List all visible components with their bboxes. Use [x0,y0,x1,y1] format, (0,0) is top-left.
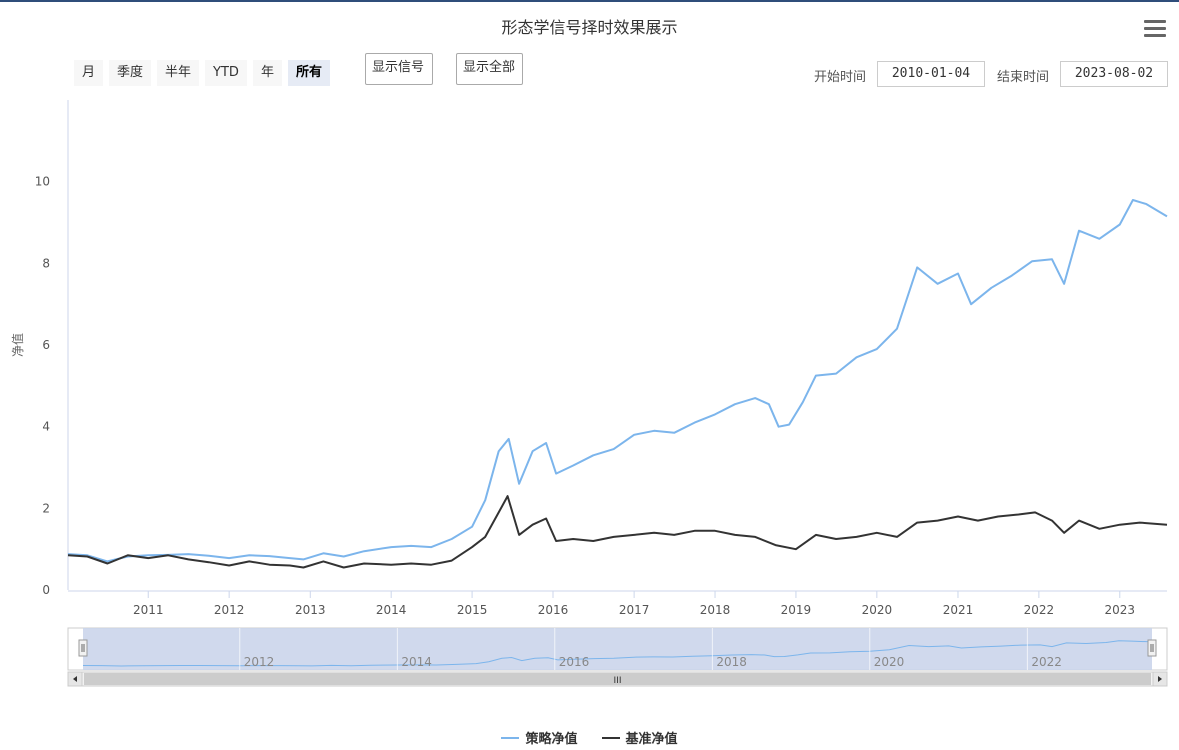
x-tick-label-2020: 2020 [862,603,893,617]
scrollbar-grip: III [614,676,622,686]
legend-label-strategy: 策略净值 [525,732,578,747]
x-tick-label-2017: 2017 [619,603,650,617]
x-tick-label-2019: 2019 [781,603,812,617]
navigator-tick-label-2022: 2022 [1031,655,1062,669]
start-date-input[interactable]: 2010-01-04 [877,61,985,87]
x-tick-label-2021: 2021 [943,603,974,617]
legend-item-strategy[interactable]: 策略净值 [501,728,578,747]
show-all-button[interactable]: 显示全部 [456,53,523,85]
x-tick-label-2012: 2012 [214,603,245,617]
y-tick-label-6: 6 [42,338,50,352]
navigator-tick-label-2014: 2014 [401,655,432,669]
hamburger-menu-icon[interactable] [1144,20,1166,38]
show-signal-button[interactable]: 显示信号 [365,53,433,85]
x-tick-label-2018: 2018 [700,603,731,617]
x-tick-label-2022: 2022 [1024,603,1055,617]
x-tick-label-2013: 2013 [295,603,326,617]
series-line-strategy [67,199,1168,563]
legend-item-benchmark[interactable]: 基准净值 [601,728,678,747]
end-date-label: 结束时间 [997,70,1050,85]
top-accent-line [0,0,1179,2]
y-tick-label-0: 0 [42,583,50,597]
chart-title: 形态学信号择时效果展示 [501,18,678,37]
y-tick-label-8: 8 [42,256,50,270]
range-selector: 月 季度 半年 YTD 年 所有 [74,60,336,86]
navigator-tick-label-2020: 2020 [874,655,905,669]
range-button-half-year[interactable]: 半年 [157,60,200,86]
y-axis-title: 净值 [10,333,25,357]
range-button-ytd[interactable]: YTD [205,60,247,86]
navigator-handle-left[interactable] [78,639,88,657]
navigator-tick-label-2018: 2018 [716,655,747,669]
navigator-series-line [82,640,1153,667]
end-date-input[interactable]: 2023-08-02 [1060,61,1168,87]
series-line-benchmark [67,495,1168,569]
range-button-all[interactable]: 所有 [287,60,330,86]
range-button-quarter[interactable]: 季度 [109,60,152,86]
legend-label-benchmark: 基准净值 [625,732,678,747]
x-tick-label-2015: 2015 [457,603,488,617]
y-tick-label-10: 10 [35,175,50,189]
legend: 策略净值 基准净值 [0,728,1179,747]
x-tick-label-2011: 2011 [133,603,164,617]
start-date-label: 开始时间 [814,70,867,85]
navigator-tick-label-2016: 2016 [559,655,590,669]
legend-swatch-strategy [501,736,520,739]
scroll-left-arrow-icon [73,676,77,682]
scrollbar-thumb[interactable] [84,673,1151,685]
scroll-right-arrow-icon [1158,676,1162,682]
y-tick-label-2: 2 [42,501,50,515]
navigator-handle-right[interactable] [1147,639,1157,657]
navigator-tick-label-2012: 2012 [244,655,275,669]
x-tick-label-2014: 2014 [376,603,407,617]
x-tick-label-2016: 2016 [538,603,569,617]
y-tick-label-4: 4 [42,420,50,434]
range-button-year[interactable]: 年 [252,60,282,86]
navigator-mask [83,628,1152,670]
range-button-month[interactable]: 月 [74,60,104,86]
x-tick-label-2023: 2023 [1105,603,1136,617]
legend-swatch-benchmark [601,736,620,739]
